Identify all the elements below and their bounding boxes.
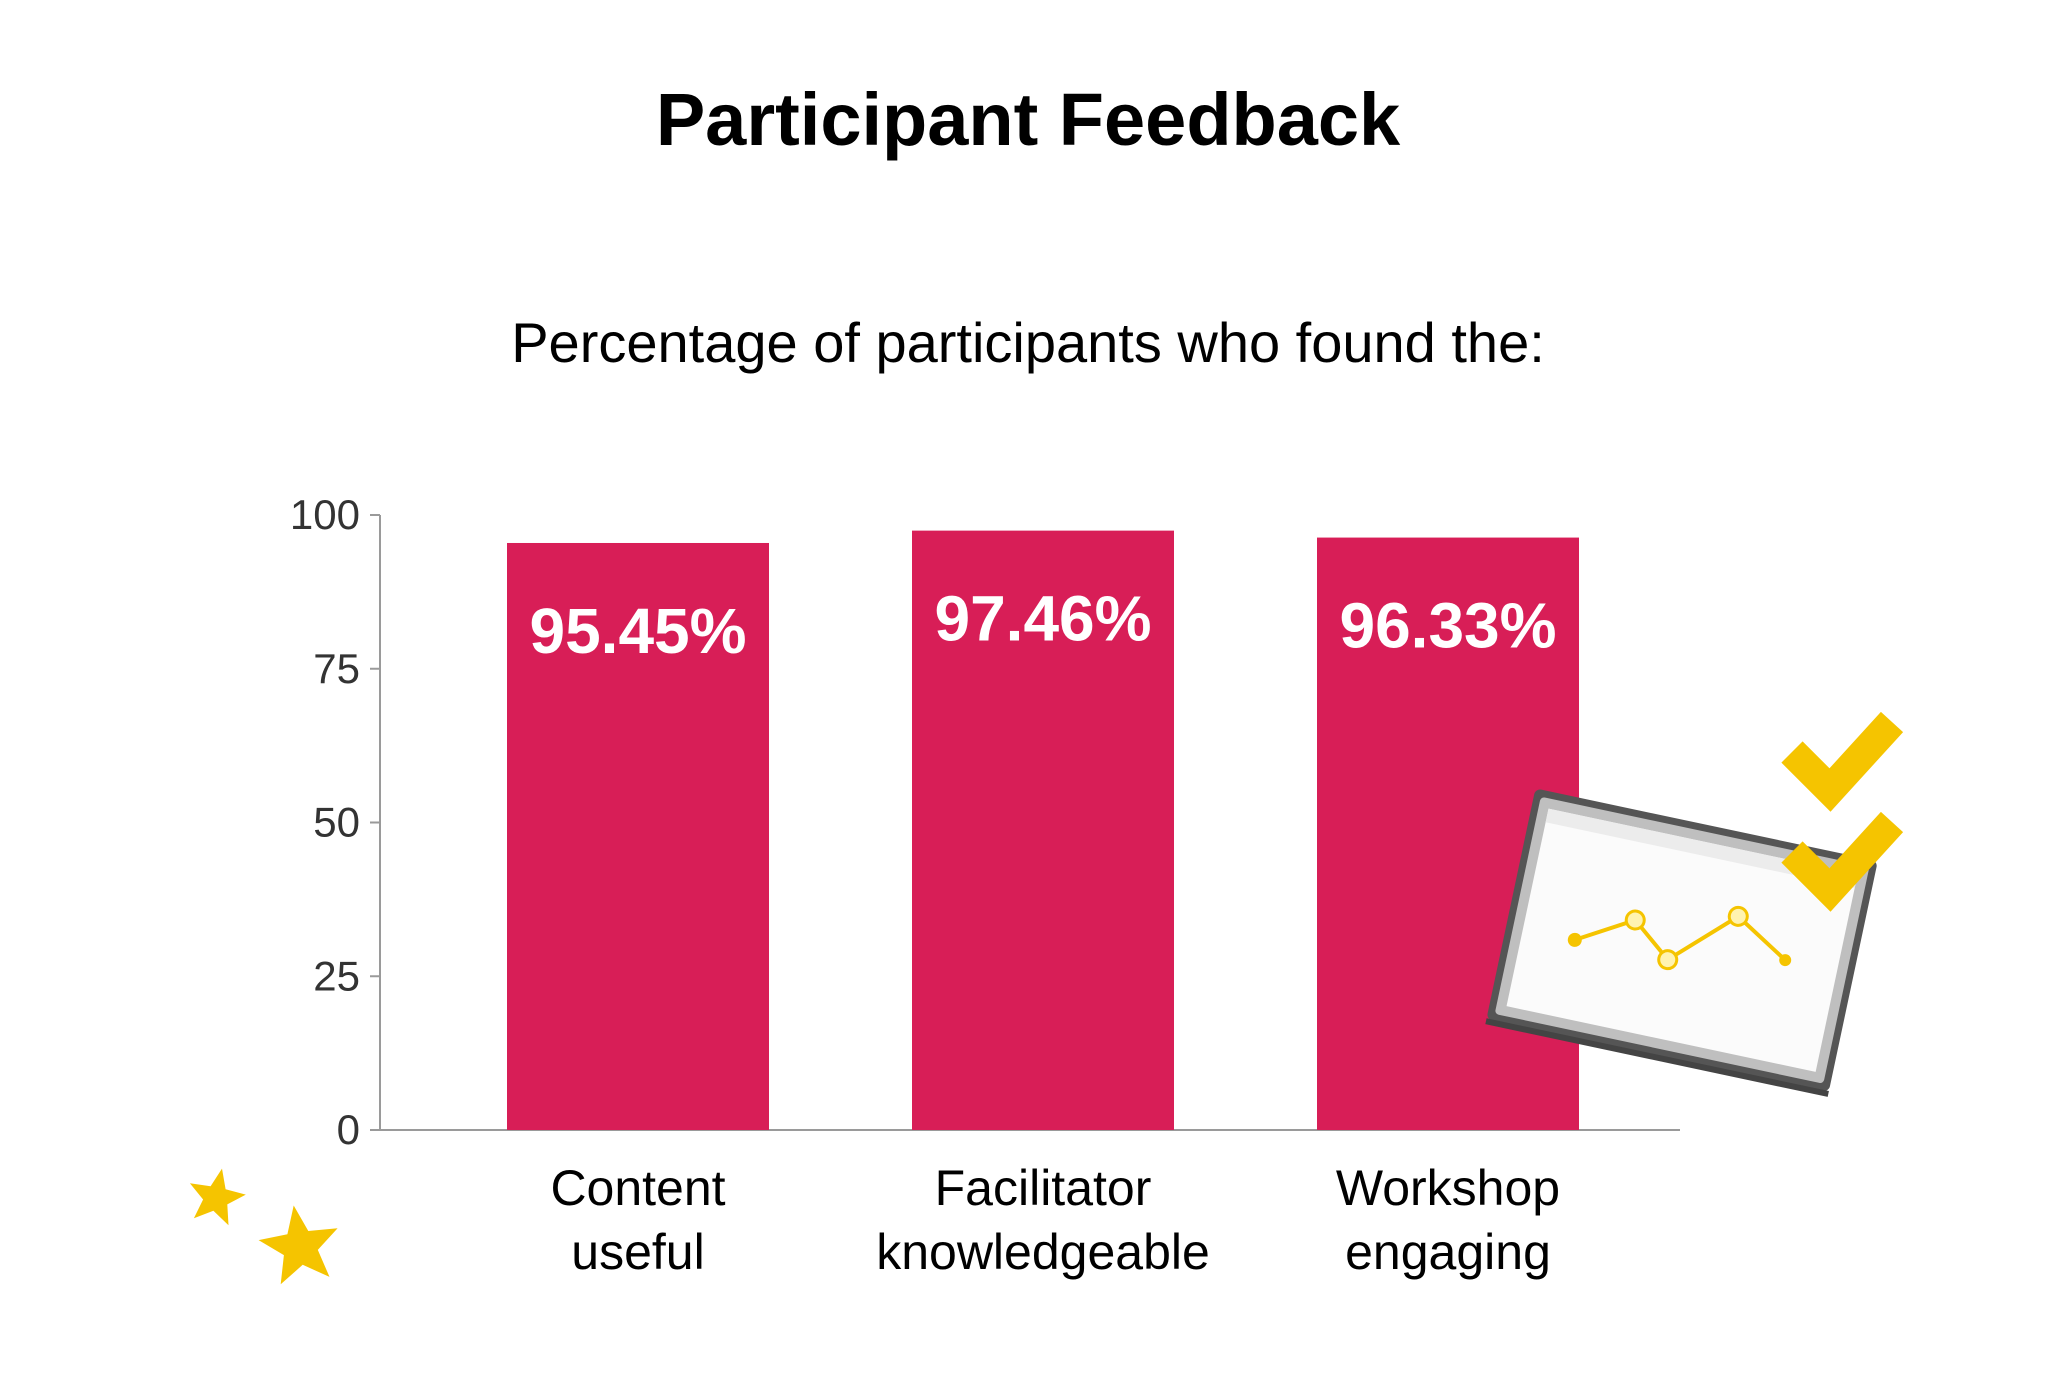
y-tick-label: 0 <box>337 1106 360 1153</box>
bar-value-label: 95.45% <box>529 595 746 667</box>
bar <box>912 530 1174 1130</box>
y-tick-label: 100 <box>290 491 360 538</box>
chart-title: Participant Feedback <box>656 78 1401 161</box>
category-label: knowledgeable <box>876 1224 1210 1280</box>
y-tick-label: 25 <box>313 952 360 999</box>
y-tick-label: 50 <box>313 799 360 846</box>
bar <box>507 542 769 1130</box>
check-icon <box>1781 711 1904 812</box>
bar-value-label: 96.33% <box>1339 590 1556 662</box>
check-icon <box>1781 811 1904 912</box>
whiteboard-chart-icon <box>1485 789 1877 1097</box>
category-label: useful <box>571 1224 704 1280</box>
category-label: Workshop <box>1336 1160 1560 1216</box>
category-label: engaging <box>1345 1224 1551 1280</box>
x-axis-labels: Content useful Facilitator knowledgeable Wor… <box>550 1160 1560 1280</box>
y-tick-label: 75 <box>313 645 360 692</box>
category-label: Content <box>550 1160 725 1216</box>
star-icon <box>258 1205 338 1285</box>
chart-subtitle: Percentage of participants who found the… <box>511 311 1545 374</box>
bar-value-label: 97.46% <box>934 583 1151 655</box>
bars: 95.45% 97.46% 96.33% <box>507 530 1579 1130</box>
category-label: Facilitator <box>935 1160 1152 1216</box>
star-icon <box>189 1168 246 1226</box>
